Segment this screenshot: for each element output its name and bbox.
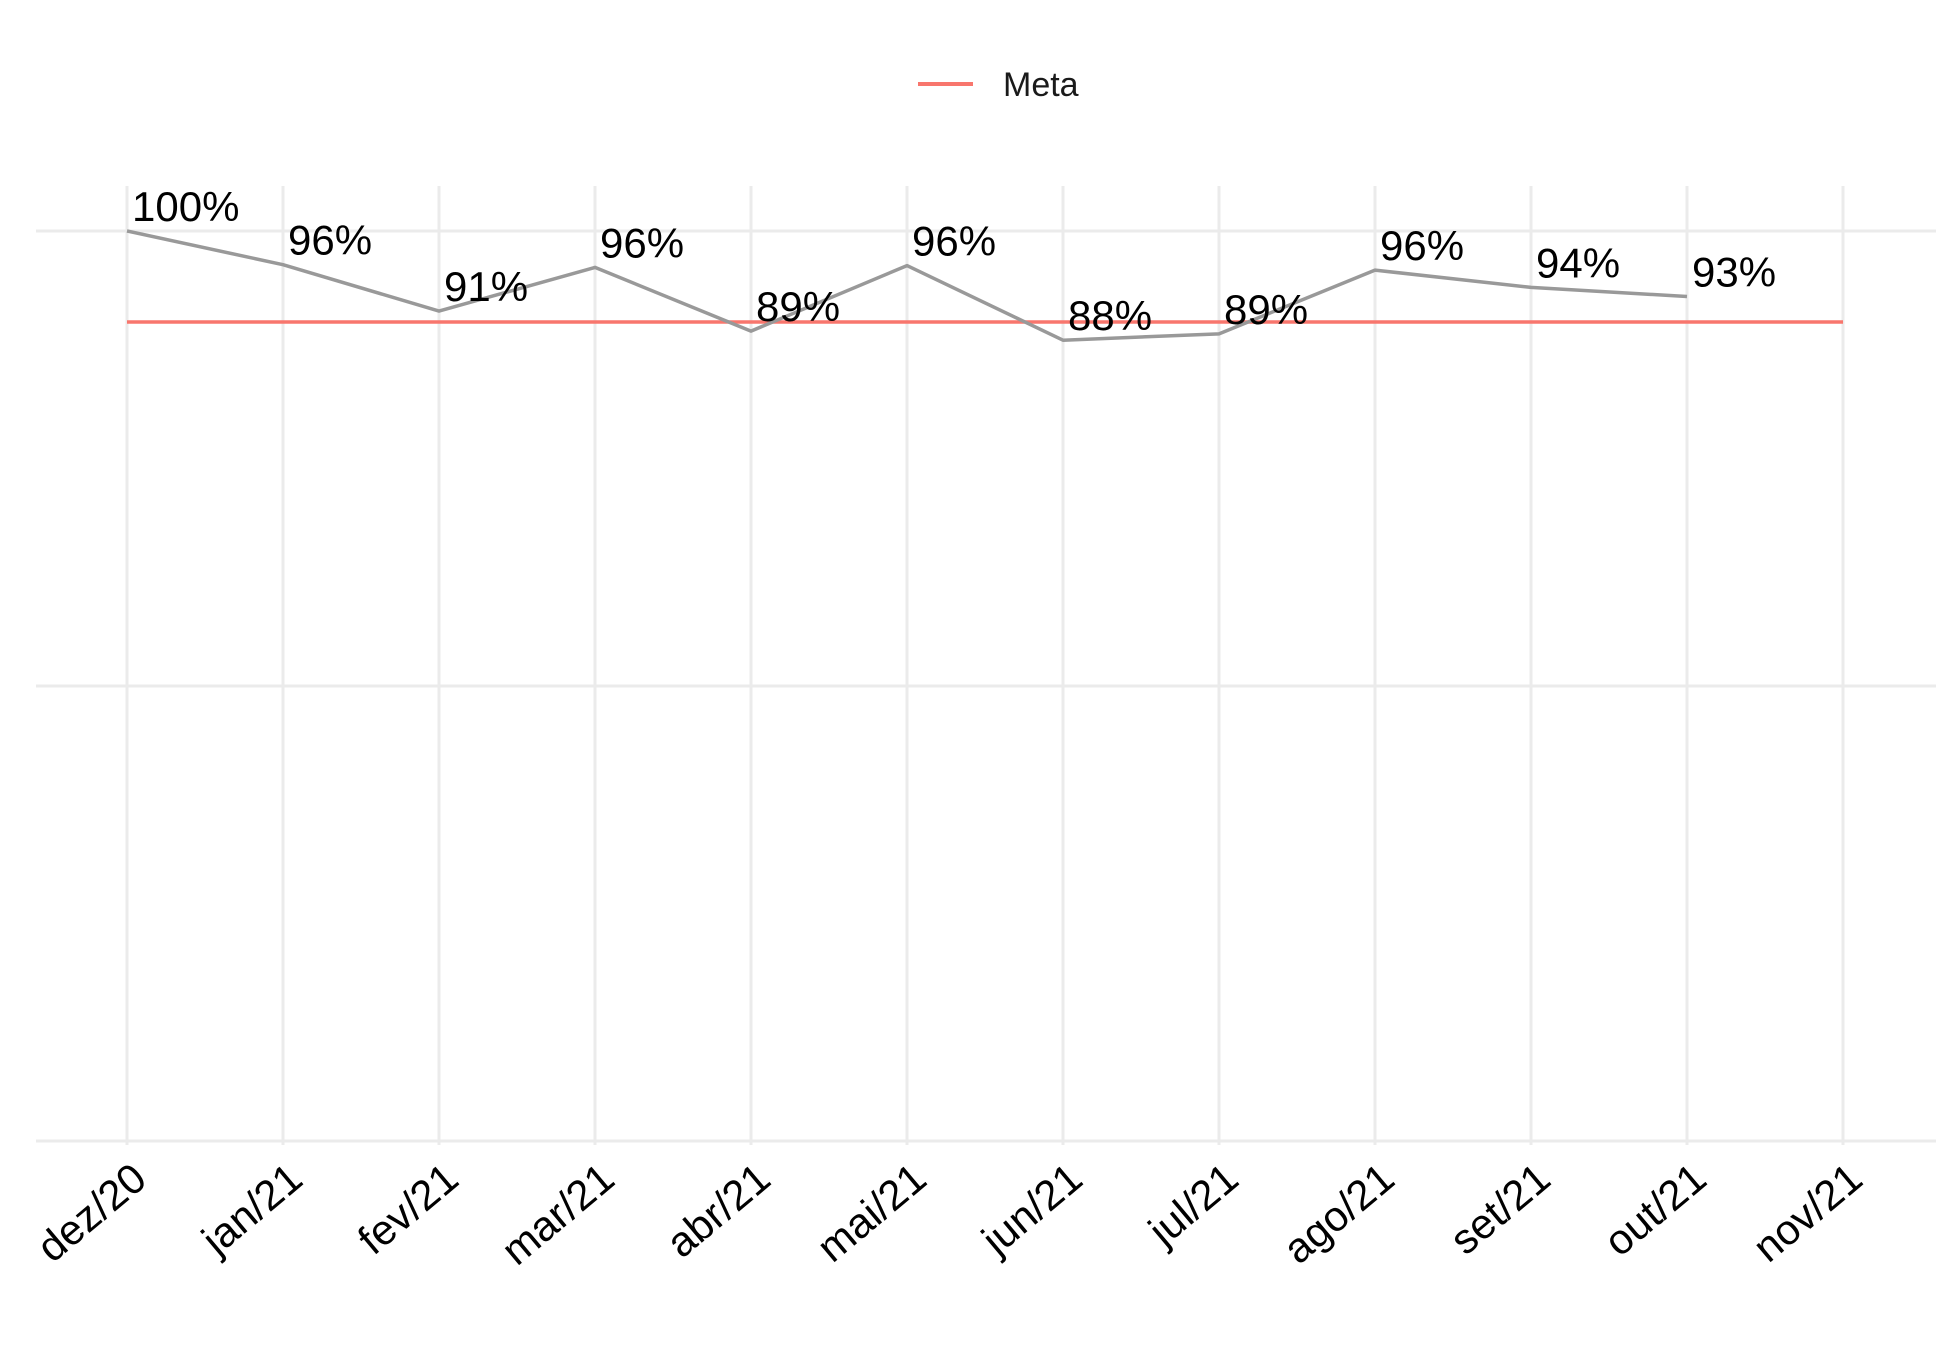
series-line xyxy=(126,229,1688,342)
data-label-5: 96% xyxy=(912,218,996,265)
data-label-6: 88% xyxy=(1068,292,1152,339)
x-tick-label-11: nov/21 xyxy=(1744,1154,1871,1271)
x-tick-label-0: dez/20 xyxy=(28,1154,155,1271)
legend-meta-label: Meta xyxy=(1003,66,1079,104)
x-tick-label-8: ago/21 xyxy=(1274,1154,1403,1273)
horizontal-gridlines xyxy=(36,229,1936,1143)
vertical-gridlines xyxy=(125,186,1845,1145)
x-tick-label-2: fev/21 xyxy=(349,1154,467,1264)
x-tick-label-3: mar/21 xyxy=(492,1154,622,1274)
data-label-7: 89% xyxy=(1224,286,1308,333)
data-label-10: 93% xyxy=(1692,249,1776,296)
x-tick-label-1: jan/21 xyxy=(191,1154,310,1265)
x-tick-label-10: out/21 xyxy=(1595,1154,1715,1265)
legend: Meta xyxy=(918,66,1079,104)
series-layer xyxy=(126,229,1688,342)
data-label-9: 94% xyxy=(1536,239,1620,286)
x-tick-label-4: abr/21 xyxy=(657,1154,778,1267)
data-label-8: 96% xyxy=(1380,222,1464,269)
x-tick-label-6: jun/21 xyxy=(971,1154,1090,1265)
x-tick-label-7: jul/21 xyxy=(1138,1154,1247,1256)
x-tick-label-5: mai/21 xyxy=(808,1154,935,1271)
data-label-1: 96% xyxy=(288,217,372,264)
data-labels: 100% 96% 91% 96% 89% 96% 88% 89% 96% 94% 93% xyxy=(132,183,1776,339)
x-tick-label-9: set/21 xyxy=(1441,1154,1559,1264)
data-label-4: 89% xyxy=(756,283,840,330)
data-label-2: 91% xyxy=(444,263,528,310)
x-axis-tick-labels: dez/20 jan/21 fev/21 mar/21 abr/21 mai/21 jun/… xyxy=(28,1154,1871,1274)
data-label-0: 100% xyxy=(132,183,239,230)
data-label-3: 96% xyxy=(600,219,684,266)
